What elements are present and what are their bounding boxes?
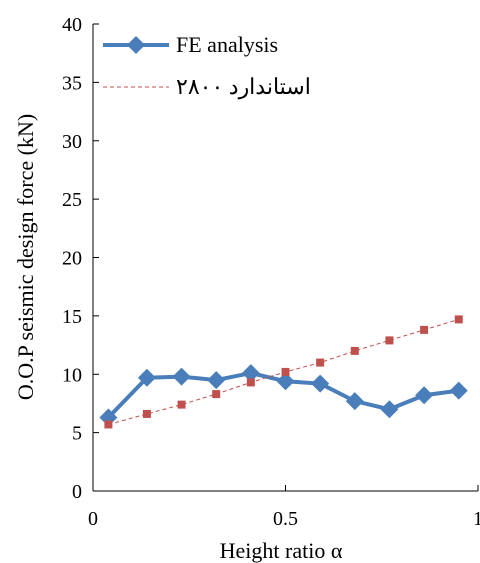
- data-point-square: [454, 315, 463, 324]
- y-tick-label: 30: [62, 131, 82, 153]
- y-tick-label: 40: [62, 14, 82, 36]
- x-tick-label: 1: [473, 508, 480, 530]
- y-axis-title: O.O.P seismic design force (kN): [13, 114, 38, 400]
- data-point-square: [212, 390, 221, 399]
- y-tick-label: 25: [62, 189, 82, 211]
- legend-marker-diamond: [127, 36, 145, 54]
- x-tick-label: 0: [88, 508, 98, 530]
- data-point-square: [246, 378, 255, 387]
- data-point-square: [281, 367, 290, 376]
- data-point-square: [420, 325, 429, 334]
- x-axis-title: Height ratio α: [220, 538, 343, 563]
- y-tick-label: 20: [62, 248, 82, 270]
- data-point-square: [142, 409, 151, 418]
- data-point-square: [385, 336, 394, 345]
- data-point-diamond: [449, 381, 468, 400]
- y-tick-label: 10: [62, 364, 82, 386]
- data-point-diamond: [276, 372, 295, 391]
- data-point-diamond: [99, 408, 118, 427]
- data-point-square: [350, 346, 359, 355]
- data-point-diamond: [137, 368, 156, 387]
- data-point-diamond: [415, 386, 434, 405]
- data-point-square: [316, 358, 325, 367]
- data-point-square: [177, 400, 186, 409]
- data-point-diamond: [311, 374, 330, 393]
- legend-label-fe-analysis: FE analysis: [176, 32, 278, 57]
- y-tick-label: 35: [62, 72, 82, 94]
- data-point-diamond: [207, 371, 226, 390]
- data-point-diamond: [345, 392, 364, 411]
- y-tick-label: 0: [72, 481, 82, 503]
- x-ticks: 0 0.5 1: [88, 485, 480, 530]
- series-layer: [99, 315, 468, 429]
- x-tick-label: 0.5: [273, 508, 298, 530]
- y-ticks: 0 5 10 15 20 25 30 35 40: [62, 14, 99, 503]
- legend-label-standard-2800: استاندارد ۲۸۰۰: [176, 74, 311, 100]
- data-point-square: [104, 420, 113, 429]
- data-point-diamond: [241, 364, 260, 383]
- legend: FE analysis استاندارد ۲۸۰۰: [103, 32, 311, 100]
- y-tick-label: 15: [62, 306, 82, 328]
- y-tick-label: 5: [72, 423, 82, 445]
- data-point-diamond: [172, 367, 191, 386]
- data-point-diamond: [380, 400, 399, 419]
